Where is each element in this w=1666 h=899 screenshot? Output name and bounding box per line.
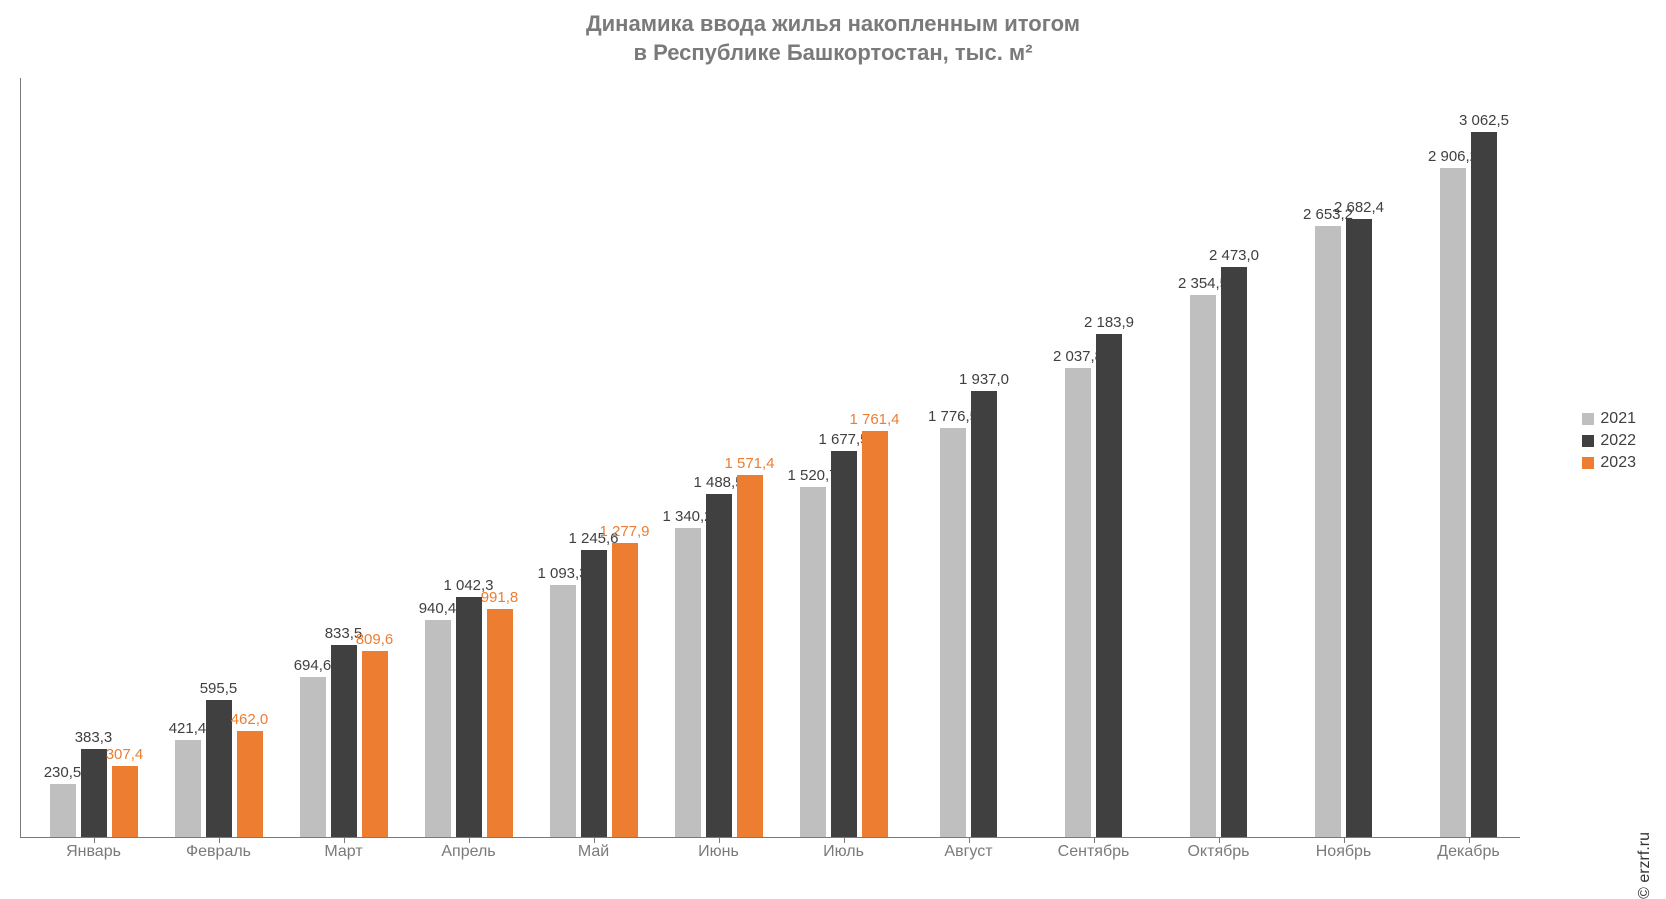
bar-label: 991,8 [470,589,530,606]
bar-label: 2 682,4 [1329,199,1389,216]
bar-2022 [581,550,607,837]
bar-2022 [1346,219,1372,837]
bar-2021 [425,620,451,837]
copyright: © erzrf.ru [1636,832,1654,899]
bar-2023 [112,766,138,837]
x-axis-label: Февраль [156,837,281,861]
bar-2023 [612,543,638,837]
chart-title: Динамика ввода жилья накопленным итогом … [0,0,1666,72]
bar-2022 [456,597,482,837]
legend-label: 2021 [1600,410,1636,428]
bar-2021 [800,487,826,837]
legend-label: 2023 [1600,454,1636,472]
bar-2022 [971,391,997,837]
bar-label: 383,3 [64,729,124,746]
bar-label: 1 277,9 [595,523,655,540]
bar-2023 [737,475,763,837]
bar-2021 [300,677,326,837]
legend-swatch [1582,457,1594,469]
x-axis-label: Август [906,837,1031,861]
legend-swatch [1582,435,1594,447]
legend-item: 2021 [1582,410,1636,428]
bar-2023 [862,431,888,837]
title-line-1: Динамика ввода жилья накопленным итогом [0,10,1666,39]
bar-label: 1 761,4 [845,411,905,428]
x-axis-label: Январь [31,837,156,861]
x-axis-label: Май [531,837,656,861]
bar-2021 [1065,368,1091,837]
legend-swatch [1582,413,1594,425]
bar-2022 [1221,267,1247,837]
x-axis-label: Ноябрь [1281,837,1406,861]
bar-label: 1 571,4 [720,455,780,472]
x-axis-label: Октябрь [1156,837,1281,861]
x-axis-label: Июль [781,837,906,861]
bar-label: 3 062,5 [1454,112,1514,129]
bar-2021 [1440,168,1466,837]
bar-label: 307,4 [95,746,155,763]
bar-2021 [1190,295,1216,837]
bar-2022 [1096,334,1122,837]
bar-2022 [831,451,857,837]
bar-2021 [550,585,576,837]
x-axis-label: Декабрь [1406,837,1531,861]
bar-label: 1 937,0 [954,371,1014,388]
plot-area: Январь230,5383,3307,4Февраль421,4595,546… [21,78,1520,837]
legend-label: 2022 [1600,432,1636,450]
bar-2021 [940,428,966,837]
bar-2023 [487,609,513,837]
legend-item: 2022 [1582,432,1636,450]
bar-label: 2 473,0 [1204,247,1264,264]
x-axis-label: Сентябрь [1031,837,1156,861]
chart-area: Январь230,5383,3307,4Февраль421,4595,546… [20,78,1520,838]
x-axis-label: Июнь [656,837,781,861]
x-axis-label: Март [281,837,406,861]
bar-2021 [175,740,201,837]
bar-2021 [1315,226,1341,837]
bar-label: 595,5 [189,680,249,697]
title-line-2: в Республике Башкортостан, тыс. м² [0,39,1666,68]
bar-2022 [331,645,357,837]
bar-2021 [675,528,701,837]
bar-2021 [50,784,76,837]
bar-label: 2 183,9 [1079,314,1139,331]
bar-2022 [706,494,732,837]
bar-2022 [1471,132,1497,837]
legend-item: 2023 [1582,454,1636,472]
legend: 2021 2022 2023 [1582,410,1636,476]
bar-label: 809,6 [345,631,405,648]
bar-label: 462,0 [220,711,280,728]
bar-2023 [237,731,263,837]
x-axis-label: Апрель [406,837,531,861]
bar-2023 [362,651,388,837]
